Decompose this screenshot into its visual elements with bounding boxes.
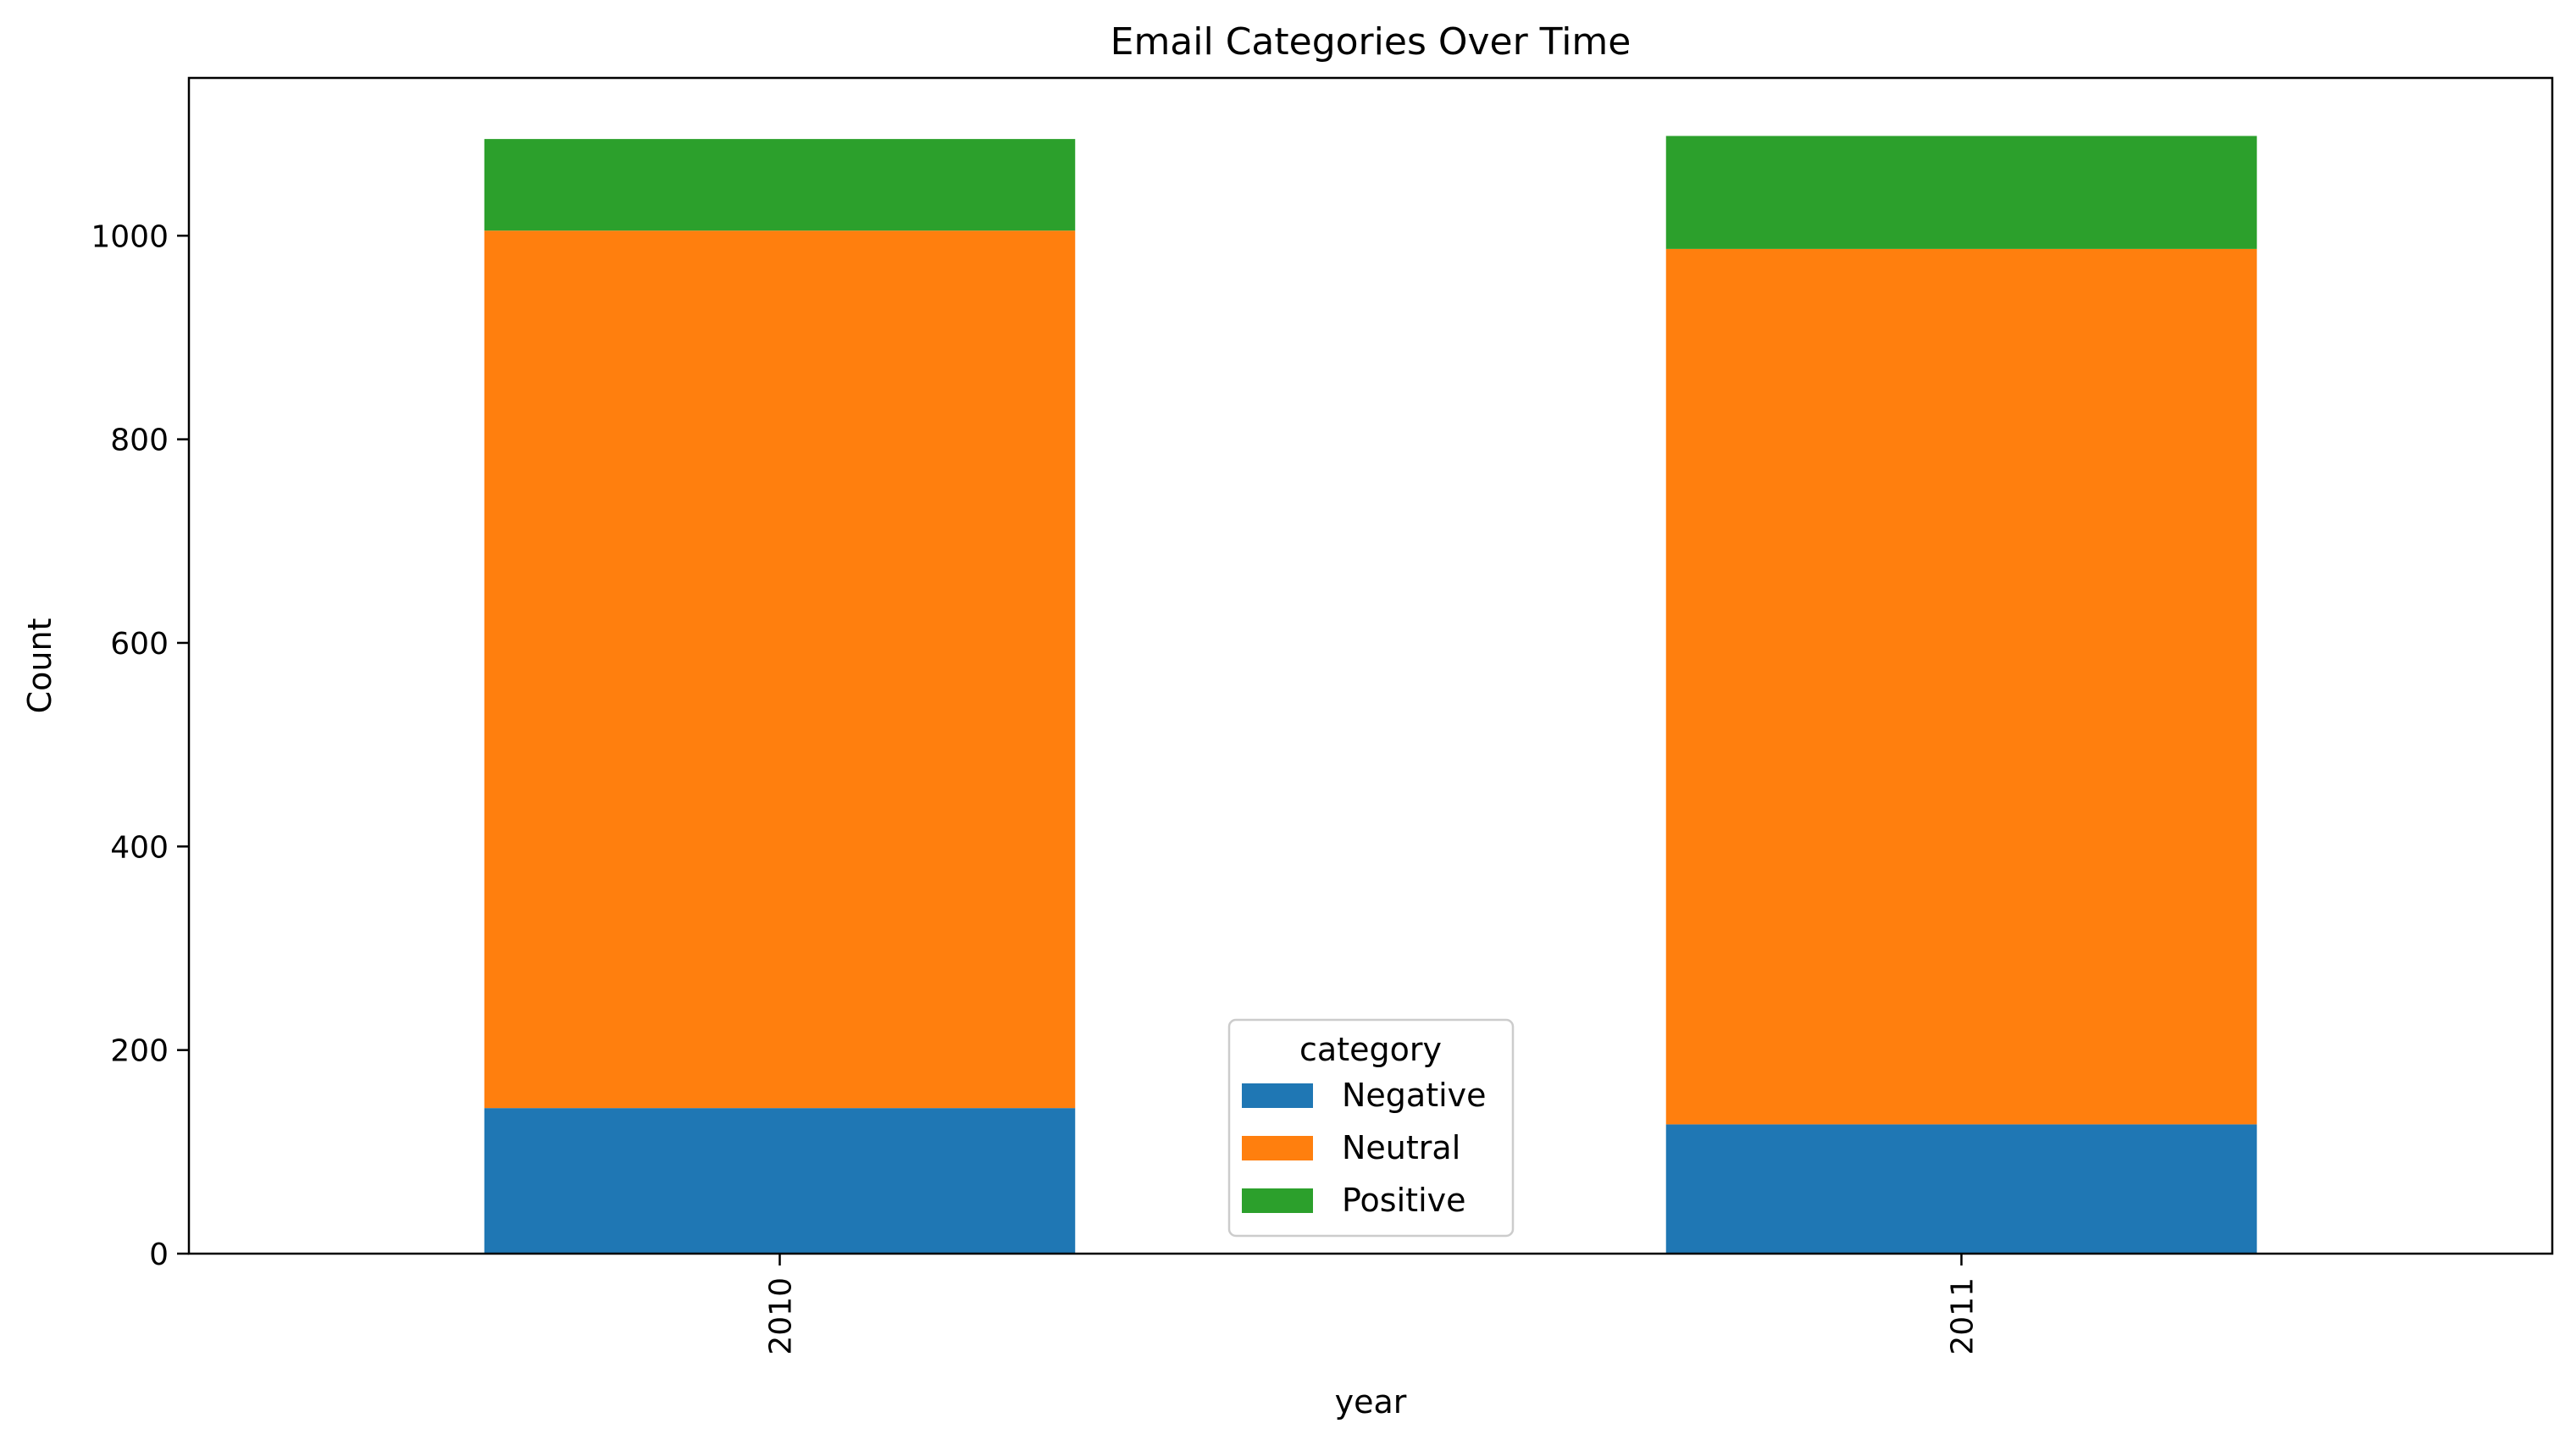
y-tick-label: 200 — [110, 1034, 169, 1069]
legend-swatch-negative — [1242, 1083, 1313, 1108]
legend-label-positive: Positive — [1342, 1182, 1466, 1219]
y-axis: 0 200 400 600 800 1000 — [91, 219, 189, 1272]
y-tick-label: 400 — [110, 830, 169, 865]
bar-neutral-2011 — [1665, 248, 2257, 1125]
x-axis-label: year — [1335, 1383, 1407, 1421]
plot-frame — [187, 76, 2554, 1255]
bar-negative-2011 — [1665, 1124, 2257, 1254]
y-tick-label: 600 — [110, 627, 169, 662]
legend: category Negative Neutral Positive — [1227, 1018, 1515, 1238]
y-tick-label: 1000 — [91, 219, 169, 254]
bar-neutral-2010 — [484, 230, 1076, 1109]
legend-title: category — [1299, 1031, 1442, 1068]
bar-negative-2010 — [484, 1108, 1076, 1254]
y-tick-label: 0 — [149, 1238, 169, 1272]
bar-positive-2011 — [1665, 136, 2257, 249]
legend-swatch-neutral — [1242, 1136, 1313, 1160]
legend-label-negative: Negative — [1342, 1077, 1487, 1114]
x-tick-label: 2011 — [1946, 1277, 1980, 1355]
bars — [484, 136, 2257, 1254]
legend-items: Negative Neutral Positive — [1242, 1077, 1487, 1219]
legend-swatch-positive — [1242, 1188, 1313, 1213]
x-tick-label: 2010 — [764, 1277, 799, 1355]
y-tick-label: 800 — [110, 424, 169, 458]
x-axis: 2010 2011 — [764, 1254, 1980, 1355]
chart-title: Email Categories Over Time — [1111, 20, 1631, 64]
bar-positive-2010 — [484, 139, 1076, 231]
y-axis-label: Count — [21, 618, 58, 714]
legend-box — [1227, 1018, 1515, 1238]
legend-label-neutral: Neutral — [1342, 1129, 1460, 1166]
